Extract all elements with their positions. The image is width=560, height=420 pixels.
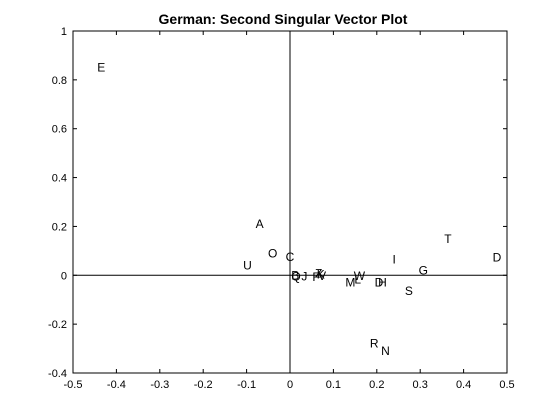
data-point-label: J <box>301 269 307 283</box>
x-tick-label: -0.3 <box>150 379 169 391</box>
data-point-label: R <box>370 337 379 351</box>
data-point-label: V <box>318 269 326 283</box>
data-point-label: Q <box>291 270 300 284</box>
data-point-label: S <box>405 284 413 298</box>
data-point-label: L <box>354 273 361 287</box>
data-point-label: B <box>291 268 299 282</box>
y-tick-label: 0.8 <box>52 75 67 87</box>
x-tick-label: -0.1 <box>237 379 256 391</box>
data-point-label: N <box>381 344 390 358</box>
x-tick-label: 0 <box>287 379 293 391</box>
data-point-label: H <box>378 276 387 290</box>
y-tick-label: 1 <box>61 26 67 38</box>
y-tick-label: -0.4 <box>48 368 67 380</box>
data-point-label: T <box>444 232 452 246</box>
data-point-label: G <box>419 263 428 277</box>
x-axis-ticks: -0.5 -0.4 -0.3 -0.2 -0.1 0 0.1 0.2 0.3 0.4 0.5 <box>64 31 515 391</box>
data-point-label: O <box>268 246 277 260</box>
x-tick-label: 0.1 <box>326 379 341 391</box>
data-point-label: K <box>317 267 325 281</box>
x-tick-label: -0.2 <box>194 379 213 391</box>
data-point-label: I <box>392 252 395 266</box>
data-point-label: A <box>256 217 264 231</box>
data-point-label: U <box>243 259 252 273</box>
y-tick-label: -0.2 <box>48 319 67 331</box>
data-point-label: M <box>345 276 355 290</box>
x-tick-label: 0.2 <box>369 379 384 391</box>
y-tick-label: 0.6 <box>52 124 67 136</box>
y-axis-ticks: -0.4 -0.2 0 0.2 0.4 0.6 0.8 1 <box>48 26 507 380</box>
x-tick-label: -0.4 <box>107 379 126 391</box>
data-point-label: W <box>354 269 366 283</box>
data-point-label: C <box>286 250 295 264</box>
y-tick-label: 0 <box>61 270 67 282</box>
y-tick-label: 0.2 <box>52 221 67 233</box>
y-tick-label: 0.4 <box>52 173 67 185</box>
data-point-label: Z <box>315 267 322 281</box>
x-tick-label: 0.3 <box>413 379 428 391</box>
data-point-label: F <box>312 270 319 284</box>
x-tick-label: 0.5 <box>499 379 514 391</box>
x-tick-label: 0.4 <box>456 379 471 391</box>
x-tick-label: -0.5 <box>64 379 83 391</box>
data-point-label: D <box>375 276 384 290</box>
data-point-label: E <box>97 61 105 75</box>
data-point-label: D <box>493 250 502 264</box>
chart-title: German: Second Singular Vector Plot <box>159 11 408 27</box>
